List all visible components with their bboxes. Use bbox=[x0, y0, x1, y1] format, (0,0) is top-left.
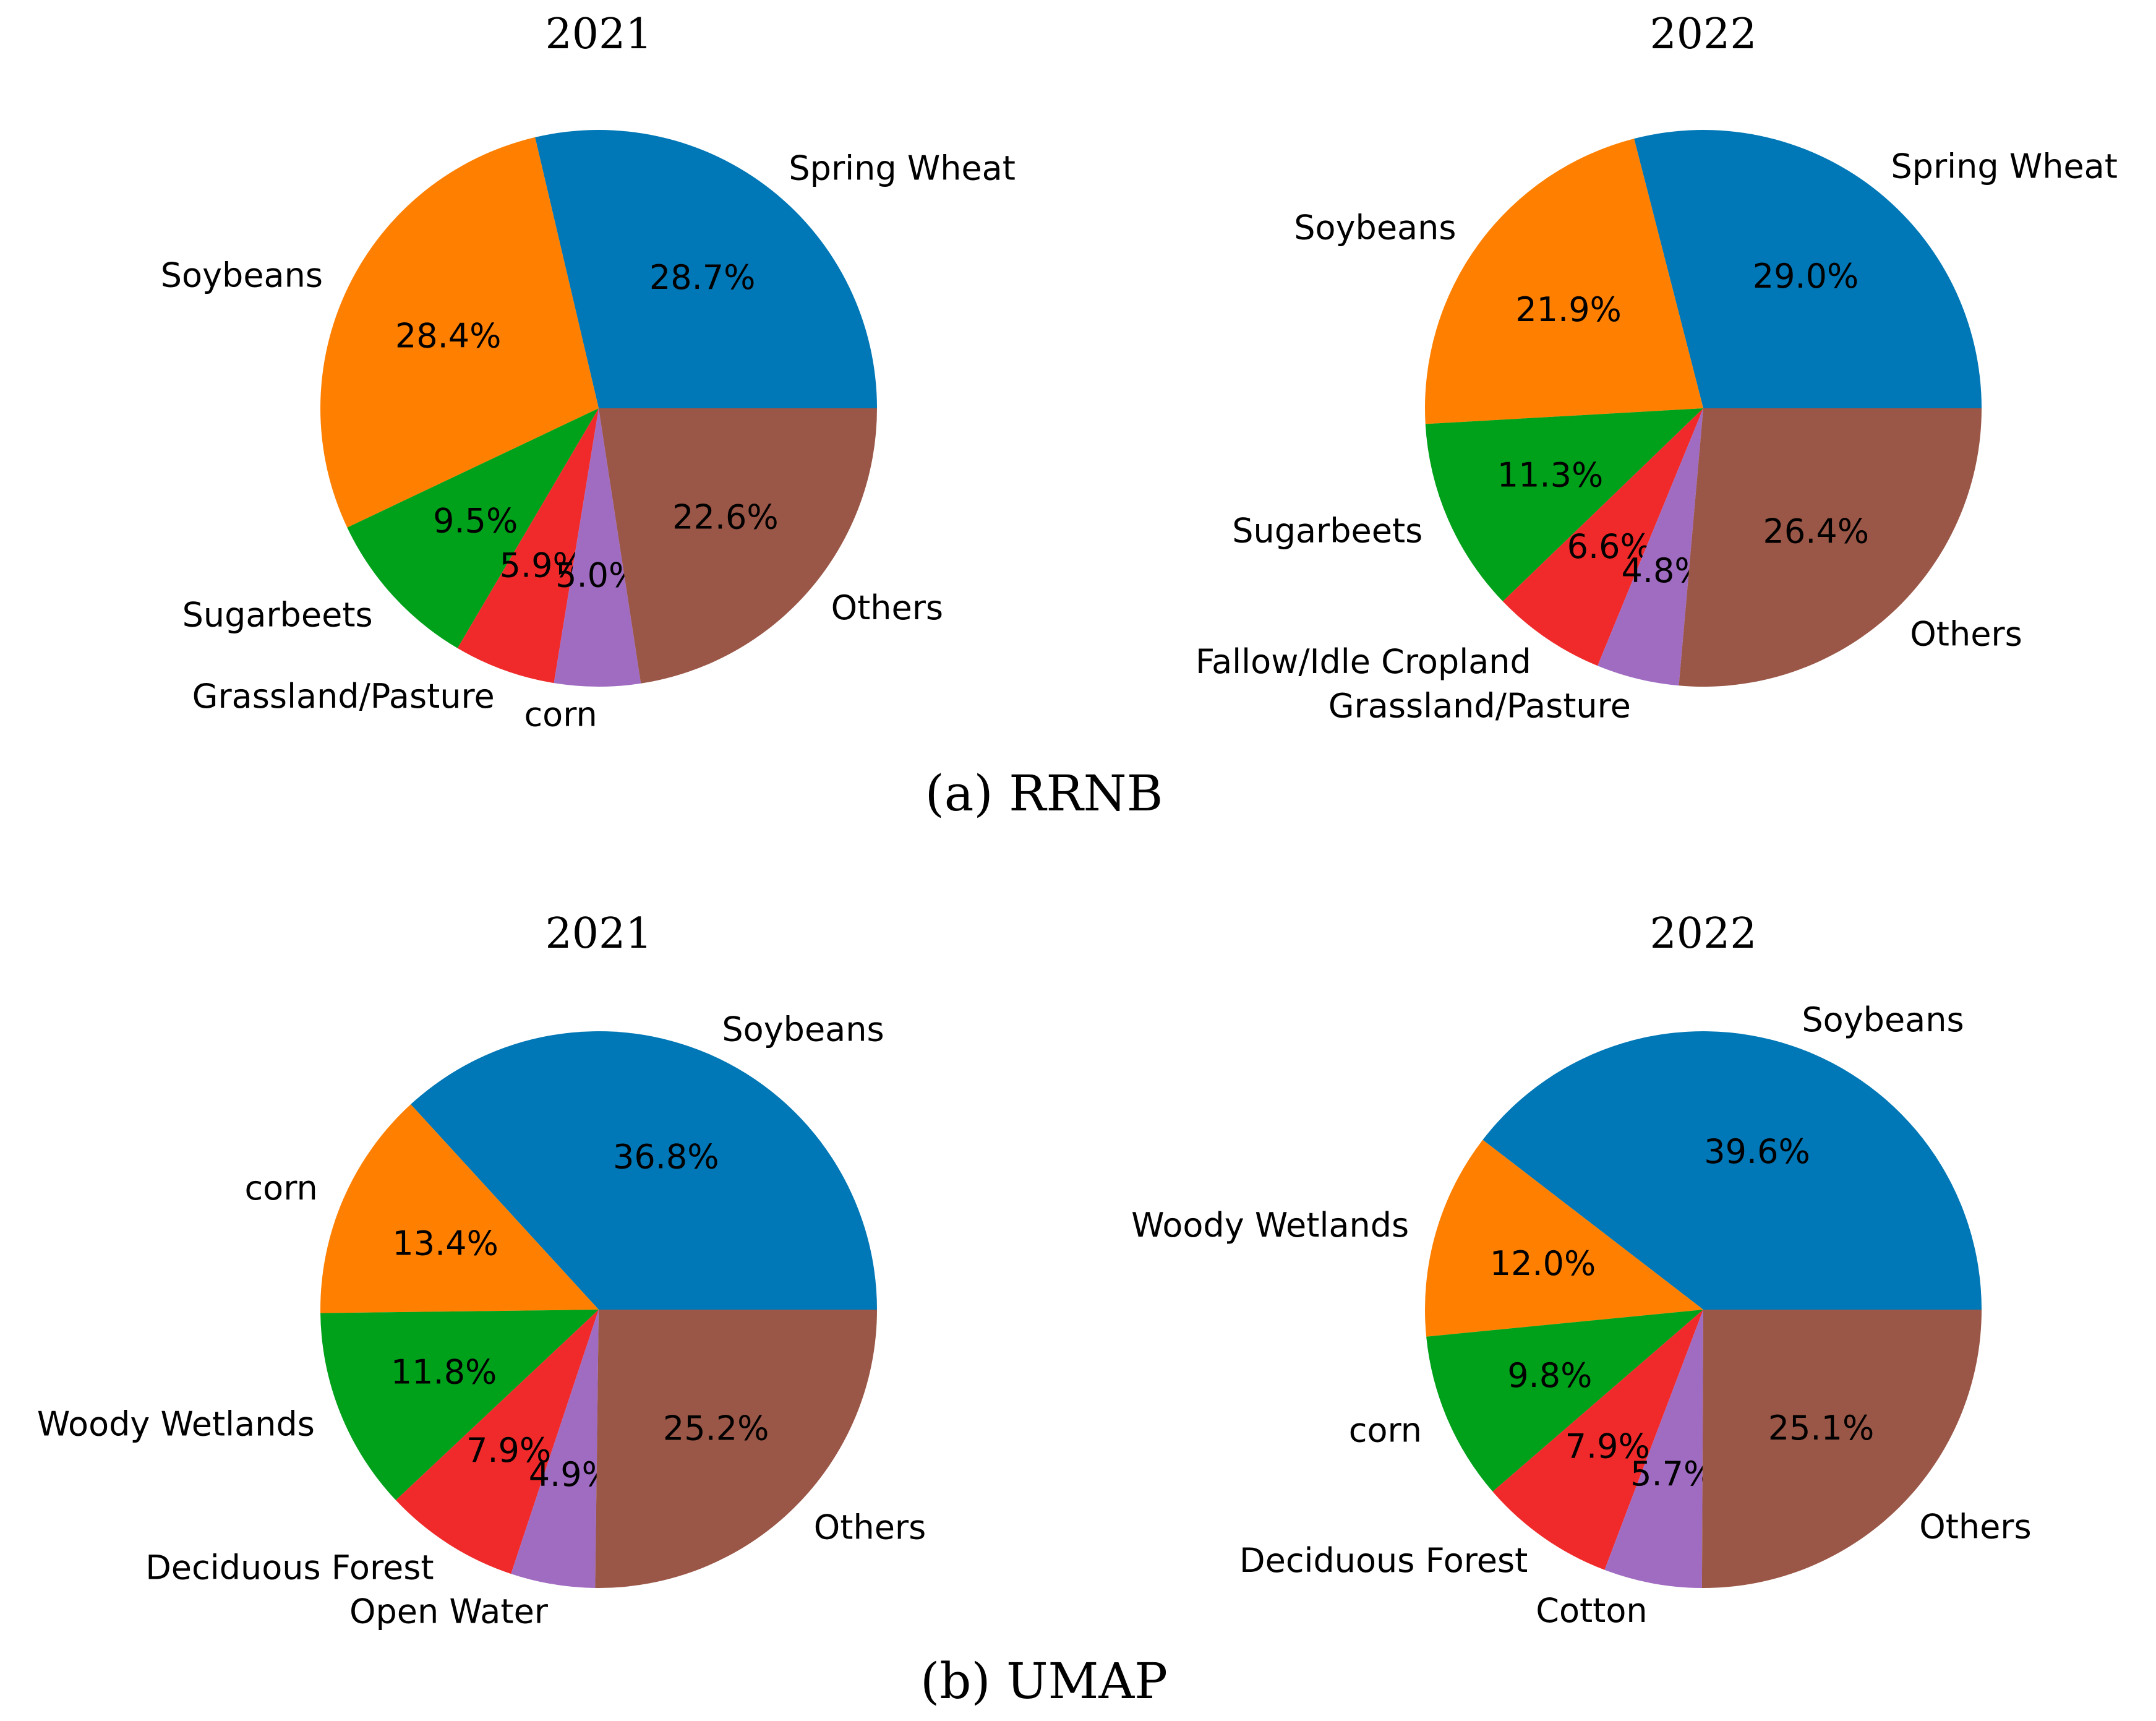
slice-label: Soybeans bbox=[161, 256, 323, 295]
pie-slice-cotton bbox=[1604, 1310, 1703, 1588]
slice-label: Others bbox=[1919, 1507, 2031, 1546]
percentage-label: 21.9% bbox=[1515, 290, 1622, 329]
pie-chart-4: 2022 Soybeans 39.6% Woody Wetlands 12.0% corn… bbox=[1131, 909, 2032, 1630]
pie-slice-soybeans bbox=[1425, 139, 1703, 424]
pie-slice-corn bbox=[1426, 1310, 1703, 1492]
percentage-label: 11.3% bbox=[1497, 456, 1604, 495]
pie-slice-open-water bbox=[511, 1310, 599, 1588]
pie-slice-others bbox=[1701, 1310, 1982, 1589]
pie-slice-soybeans bbox=[1482, 1031, 1982, 1310]
slice-label: Woody Wetlands bbox=[37, 1405, 315, 1444]
slice-label: Spring Wheat bbox=[1891, 147, 2118, 186]
percentage-label: 6.6% bbox=[1567, 527, 1652, 566]
slice-label: Deciduous Forest bbox=[145, 1548, 434, 1587]
pie-slice-sugarbeets bbox=[1425, 408, 1703, 602]
percentage-label: 13.4% bbox=[392, 1224, 498, 1263]
percentage-label: 36.8% bbox=[613, 1137, 719, 1176]
pie-slice-grassland-pasture bbox=[457, 408, 599, 684]
slice-label: Soybeans bbox=[1802, 1000, 1964, 1039]
pie-chart-3: 2021 Soybeans 36.8% corn 13.4% Woody Wetlands… bbox=[37, 909, 926, 1631]
percentage-label: 7.9% bbox=[466, 1431, 551, 1470]
slice-label: corn bbox=[524, 695, 597, 734]
percentage-label: 12.0% bbox=[1490, 1244, 1596, 1283]
pie-slice-spring-wheat bbox=[535, 129, 877, 408]
percentage-label: 7.9% bbox=[1565, 1427, 1650, 1466]
percentage-label: 25.2% bbox=[663, 1409, 769, 1448]
pie-slice-grassland-pasture bbox=[1598, 408, 1703, 686]
slice-label: Spring Wheat bbox=[789, 149, 1016, 188]
pie-slice-soybeans bbox=[411, 1031, 877, 1310]
slice-label: corn bbox=[244, 1169, 317, 1208]
slice-label: Deciduous Forest bbox=[1239, 1541, 1528, 1580]
slice-label: Sugarbeets bbox=[1232, 512, 1422, 551]
pie-slice-others bbox=[1679, 408, 1982, 687]
pie-chart-1: 2021 Spring Wheat 28.7% Soybeans 28.4% Sugarb… bbox=[161, 10, 1016, 734]
percentage-label: 39.6% bbox=[1704, 1132, 1810, 1171]
panel-caption-b: (b) UMAP bbox=[920, 1652, 1168, 1710]
percentage-label: 5.9% bbox=[500, 546, 584, 585]
chart-title: 2022 bbox=[1649, 10, 1756, 59]
slice-label: Cotton bbox=[1536, 1591, 1647, 1630]
percentage-label: 26.4% bbox=[1763, 512, 1870, 551]
percentage-label: 29.0% bbox=[1753, 257, 1859, 296]
percentage-label: 22.6% bbox=[672, 497, 779, 536]
slice-label: Soybeans bbox=[722, 1010, 884, 1049]
chart-title: 2021 bbox=[545, 909, 652, 958]
slice-label: Others bbox=[831, 588, 943, 627]
pie-chart-2: 2022 Spring Wheat 29.0% Soybeans 21.9% Sugarb… bbox=[1196, 10, 2118, 726]
slice-label: Open Water bbox=[349, 1592, 549, 1631]
pie-slice-woody-wetlands bbox=[320, 1310, 599, 1501]
slice-label: Grassland/Pasture bbox=[1328, 687, 1631, 726]
slice-label: Sugarbeets bbox=[182, 596, 373, 635]
slice-label: Others bbox=[1910, 615, 2022, 654]
pie-slice-woody-wetlands bbox=[1425, 1139, 1703, 1337]
pie-slice-others bbox=[595, 1310, 877, 1588]
pie-slice-spring-wheat bbox=[1634, 130, 1982, 408]
pie-slice-sugarbeets bbox=[347, 408, 599, 648]
percentage-label: 9.5% bbox=[433, 502, 518, 541]
slice-label: Others bbox=[814, 1508, 926, 1547]
percentage-label: 25.1% bbox=[1768, 1409, 1875, 1448]
pie-slice-deciduous-forest bbox=[395, 1310, 599, 1574]
chart-title: 2022 bbox=[1649, 909, 1756, 958]
slice-label: Woody Wetlands bbox=[1131, 1206, 1409, 1245]
percentage-label: 9.8% bbox=[1507, 1356, 1592, 1395]
pie-slice-others bbox=[599, 408, 877, 684]
slice-label: Fallow/Idle Cropland bbox=[1196, 642, 1531, 681]
panel-caption-a: (a) RRNB bbox=[925, 765, 1163, 822]
percentage-label: 11.8% bbox=[391, 1353, 497, 1392]
pie-slice-corn bbox=[554, 408, 641, 687]
slice-label: corn bbox=[1349, 1411, 1422, 1450]
pie-slice-corn bbox=[320, 1104, 599, 1313]
percentage-label: 28.7% bbox=[649, 258, 756, 297]
pie-slice-soybeans bbox=[320, 137, 599, 528]
percentage-label: 28.4% bbox=[395, 316, 502, 355]
slice-label: Grassland/Pasture bbox=[192, 677, 495, 716]
percentage-label: 5.7% bbox=[1630, 1454, 1715, 1493]
pie-slice-fallow-idle-cropland bbox=[1502, 408, 1703, 666]
pie-slice-deciduous-forest bbox=[1492, 1310, 1703, 1570]
slice-label: Soybeans bbox=[1294, 208, 1456, 247]
chart-title: 2021 bbox=[545, 10, 652, 59]
